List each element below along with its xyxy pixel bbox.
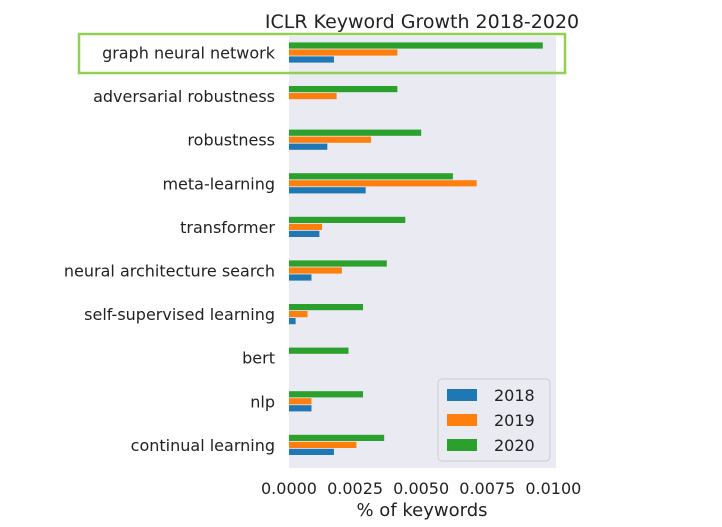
bar-2019 <box>289 441 357 448</box>
bar-2018 <box>289 143 328 150</box>
bar-2020 <box>289 434 385 441</box>
bar-2019 <box>289 398 312 405</box>
bar-2020 <box>289 391 364 398</box>
x-tick-label: 0.0100 <box>525 479 581 498</box>
category-label: nlp <box>250 392 275 411</box>
bar-2020 <box>289 216 406 223</box>
bar-2018 <box>289 405 312 412</box>
bar-2018 <box>289 187 366 194</box>
bar-2020 <box>289 86 398 93</box>
bar-2018 <box>289 448 334 455</box>
x-tick-labels-group: 0.0000 0.0025 0.0050 0.0075 0.0100 <box>261 479 581 498</box>
bar-2018 <box>289 318 296 325</box>
bar-2020 <box>289 173 453 180</box>
highlight-box <box>77 32 567 75</box>
bar-2020 <box>289 42 543 49</box>
category-label: robustness <box>187 131 275 150</box>
category-label: bert <box>242 349 275 368</box>
category-label: meta-learning <box>162 174 275 193</box>
category-label: continual learning <box>131 436 275 455</box>
legend-label: 2020 <box>494 436 535 455</box>
category-labels-group: graph neural network adversarial robustne… <box>64 44 276 455</box>
legend-swatch-2020 <box>447 439 477 451</box>
x-axis-label: % of keywords <box>356 500 487 521</box>
legend: 2018 2019 2020 <box>437 378 551 462</box>
bar-2020 <box>289 129 422 136</box>
bar-2019 <box>289 180 477 187</box>
x-tick-label: 0.0000 <box>261 479 317 498</box>
category-label: graph neural network <box>102 44 276 63</box>
bars-group <box>289 42 543 455</box>
bar-2020 <box>289 304 364 311</box>
bar-2018 <box>289 230 320 237</box>
legend-items-group: 2018 2019 2020 <box>447 386 535 455</box>
bar-2019 <box>289 93 337 100</box>
legend-label: 2019 <box>494 411 535 430</box>
legend-label: 2018 <box>494 386 535 405</box>
bar-2018 <box>289 56 334 63</box>
bar-2019 <box>289 223 323 230</box>
bar-2019 <box>289 136 371 143</box>
x-tick-label: 0.0050 <box>393 479 449 498</box>
x-tick-label: 0.0025 <box>327 479 383 498</box>
legend-swatch-2019 <box>447 414 477 426</box>
bar-2019 <box>289 311 308 318</box>
chart-title: ICLR Keyword Growth 2018-2020 <box>265 11 579 33</box>
legend-swatch-2018 <box>447 389 477 401</box>
bar-2019 <box>289 49 398 56</box>
bar-2020 <box>289 347 349 354</box>
bar-2018 <box>289 274 312 281</box>
bar-2020 <box>289 260 387 267</box>
category-label: neural architecture search <box>64 262 275 281</box>
category-label: adversarial robustness <box>93 87 275 106</box>
bar-2019 <box>289 267 342 274</box>
category-label: transformer <box>180 218 275 237</box>
category-label: self-supervised learning <box>84 305 275 324</box>
x-tick-label: 0.0075 <box>459 479 515 498</box>
